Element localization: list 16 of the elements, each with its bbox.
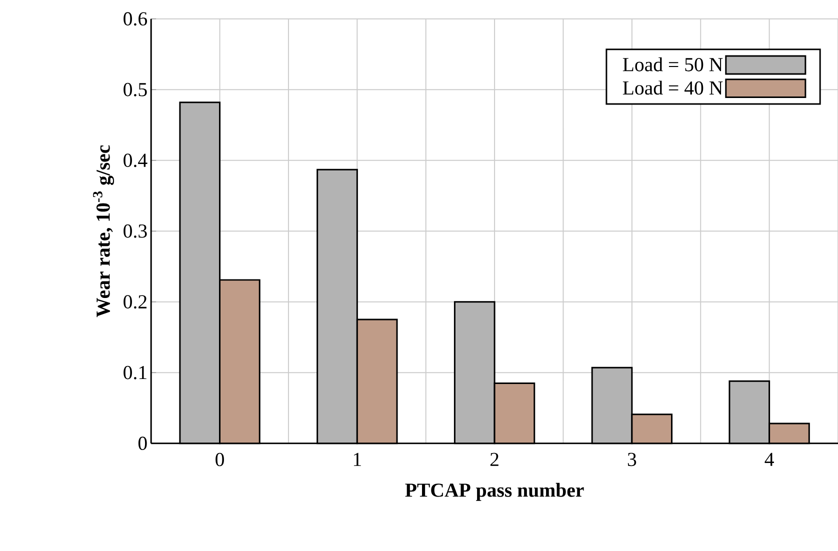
text: Wear rate, 10$^{-3}$ g/sec <box>93 145 114 318</box>
y-tick-label: 0.2 <box>124 295 146 309</box>
y-tick-label: 0 <box>138 436 147 450</box>
x-tick-label: 2 <box>490 452 498 466</box>
x-tick-label: 4 <box>764 452 774 466</box>
legend-label: Load = 40 N <box>622 80 723 95</box>
x-axis-title: PTCAP pass number <box>405 483 584 502</box>
x-tick-label: 0 <box>216 452 224 466</box>
y-tick-label: 0.6 <box>124 12 148 26</box>
y-tick-label: 0.3 <box>124 224 147 238</box>
x-tick-label: 3 <box>628 452 636 466</box>
y-tick-label: 0.1 <box>124 366 146 380</box>
x-tick-label: 1 <box>354 452 361 466</box>
y-tick-label: 0.5 <box>124 83 147 96</box>
legend-label: Load = 50 N <box>622 58 723 72</box>
y-tick-label: 0.4 <box>124 154 148 168</box>
